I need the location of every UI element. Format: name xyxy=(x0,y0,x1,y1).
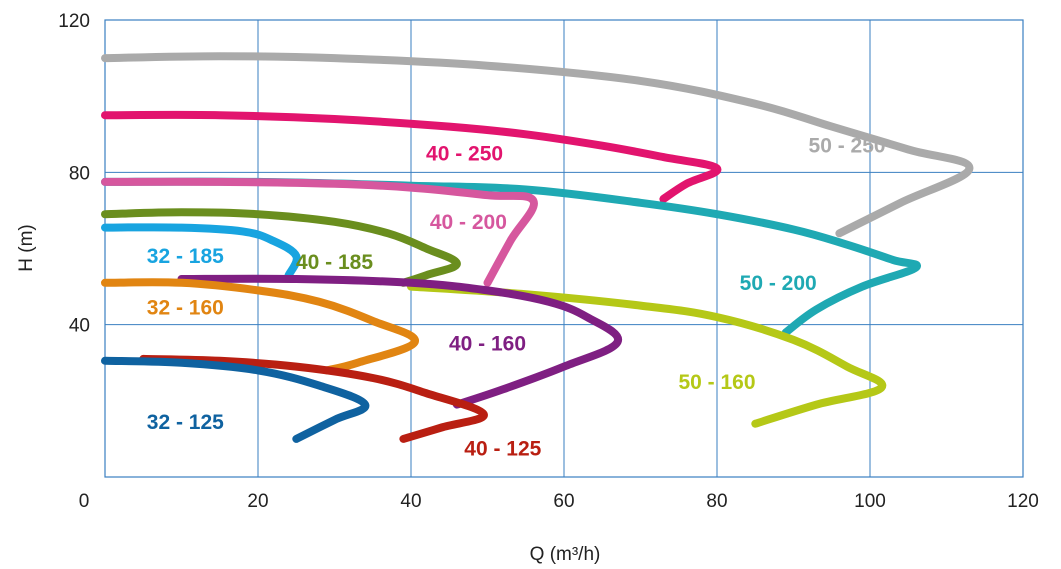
series-label-32-160: 32 - 160 xyxy=(147,297,224,320)
curve-32-160 xyxy=(101,278,419,375)
curve-50-250 xyxy=(101,52,974,238)
y-tick-label: 80 xyxy=(69,163,90,184)
series-label-40-125: 40 - 125 xyxy=(464,437,541,460)
curve-40-160 xyxy=(177,274,622,409)
x-tick-label: 80 xyxy=(706,491,727,512)
curve-40-125 xyxy=(139,354,488,443)
x-tick-label: 60 xyxy=(553,491,574,512)
series-label-32-125: 32 - 125 xyxy=(147,411,224,434)
x-tick-label: 20 xyxy=(247,491,268,512)
curve-40-185 xyxy=(101,208,461,287)
y-axis-title: H (m) xyxy=(16,224,37,271)
x-tick-label: 40 xyxy=(400,491,421,512)
plot-frame xyxy=(104,19,1024,478)
series-labels: 50 - 250 40 - 250 50 - 200 40 - 200 40 - 185… xyxy=(147,135,886,461)
y-tick-label: 40 xyxy=(69,316,90,337)
curve-32-125 xyxy=(101,356,370,443)
x-tick-label: 100 xyxy=(854,491,886,512)
grid xyxy=(104,19,1024,478)
x-axis-title: Q (m³/h) xyxy=(530,544,601,565)
x-tick-label: 120 xyxy=(1007,491,1039,512)
series-label-40-250: 40 - 250 xyxy=(426,142,503,165)
series-label-50-200: 50 - 200 xyxy=(740,272,817,295)
series-label-40-185: 40 - 185 xyxy=(296,251,373,274)
series-label-50-250: 50 - 250 xyxy=(809,135,886,158)
series-label-32-185: 32 - 185 xyxy=(147,245,224,268)
curve-32-185 xyxy=(101,223,301,280)
curve-50-200 xyxy=(101,177,921,337)
series-label-50-160: 50 - 160 xyxy=(678,371,755,394)
curves xyxy=(101,52,974,443)
x-tick-label: 0 xyxy=(79,491,90,512)
tick-labels: 0 20 40 60 80 100 120 40 80 120 xyxy=(58,11,1039,512)
series-label-40-200: 40 - 200 xyxy=(430,211,507,234)
curve-40-250 xyxy=(101,110,722,203)
y-tick-label: 120 xyxy=(58,11,90,32)
curve-40-200 xyxy=(101,177,538,287)
series-label-40-160: 40 - 160 xyxy=(449,333,526,356)
